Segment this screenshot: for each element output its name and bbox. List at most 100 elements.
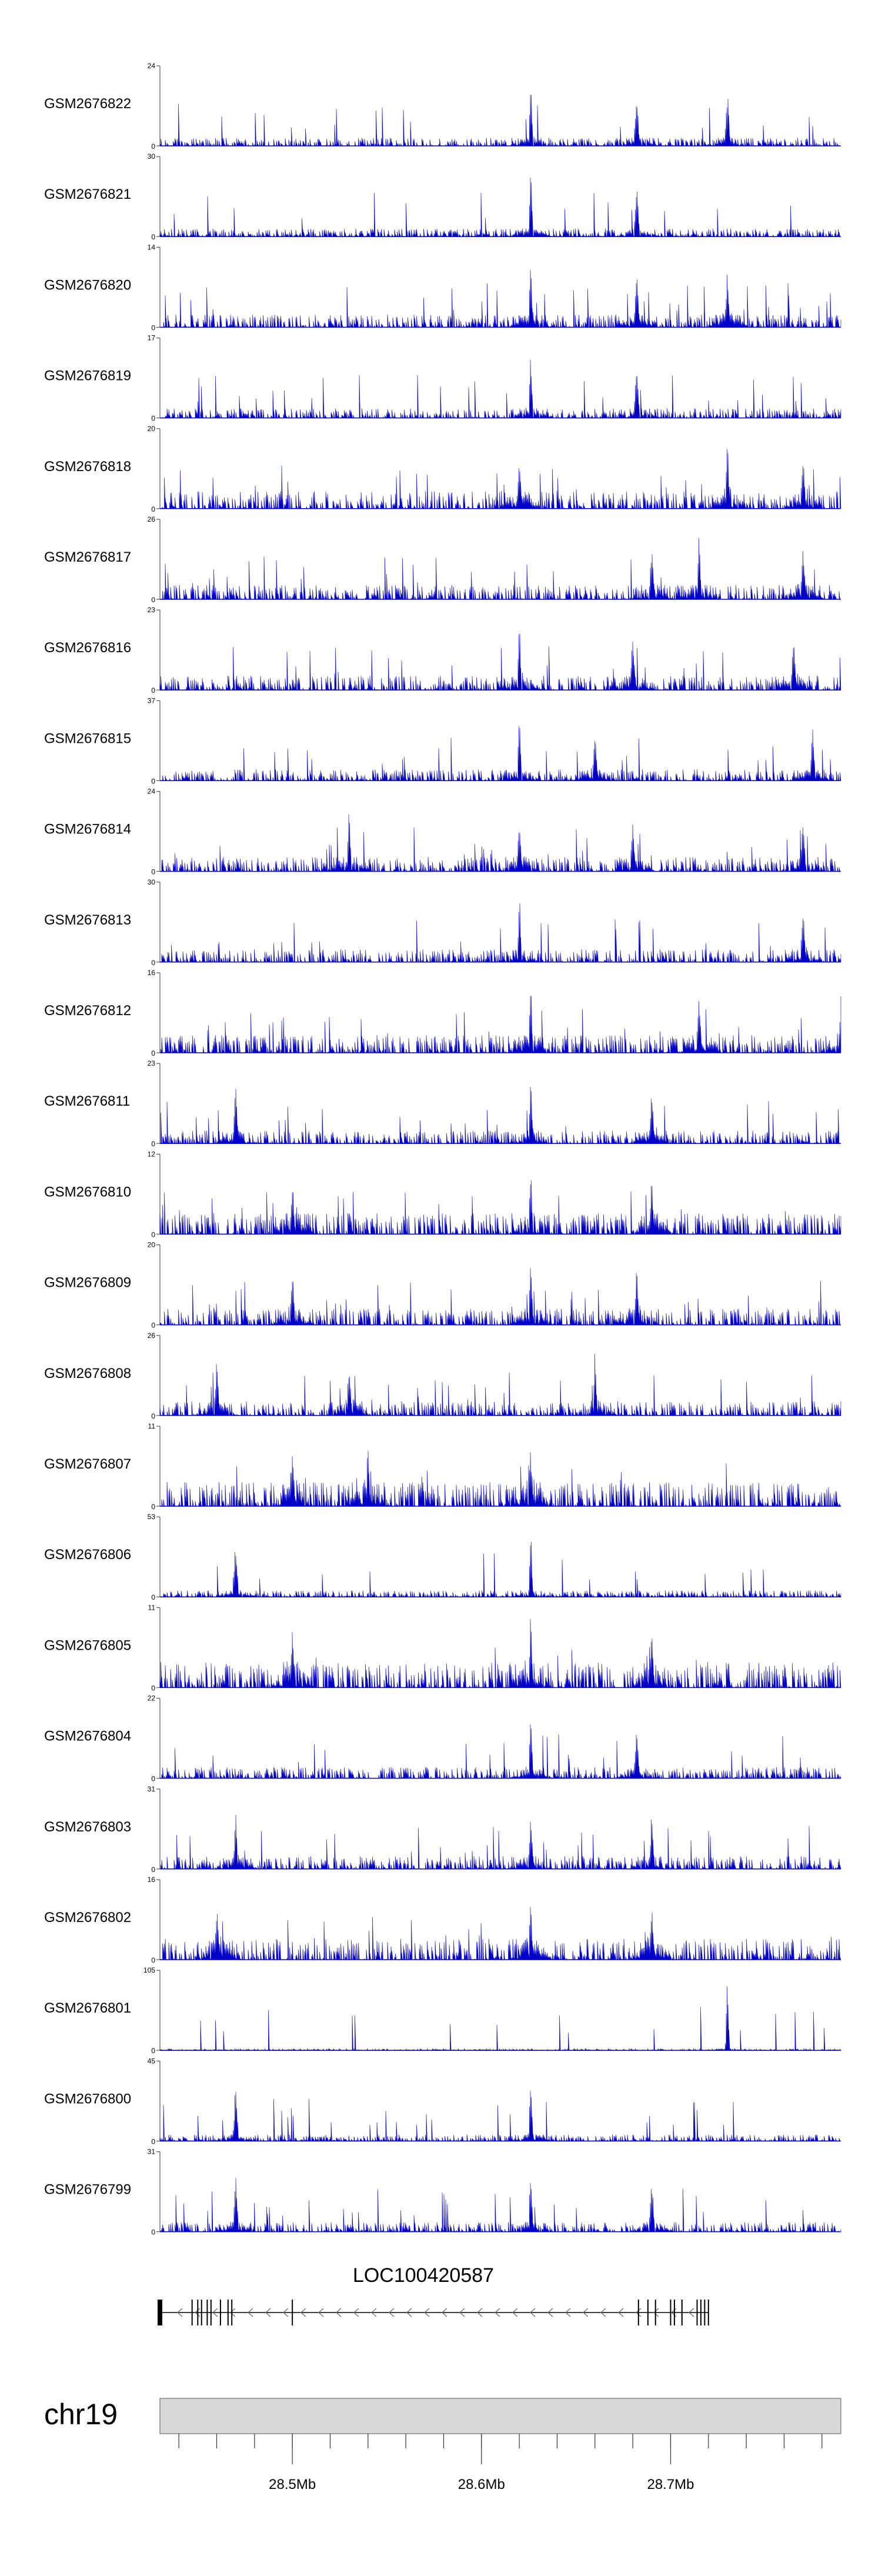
signal-area [159, 1541, 841, 1598]
track-GSM2676815: GSM2676815 37 0 [44, 696, 841, 785]
track-label: GSM2676803 [44, 1819, 131, 1835]
axis-tick-label: 28.5Mb [269, 2477, 316, 2492]
y-max-label: 45 [148, 2057, 156, 2065]
y-min-label: 0 [151, 1230, 155, 1239]
signal-area [160, 2178, 841, 2233]
exon [673, 2300, 675, 2325]
exon [700, 2300, 701, 2325]
track-GSM2676813: GSM2676813 30 0 [44, 878, 841, 967]
signal-area [159, 633, 841, 691]
track-label: GSM2676814 [44, 822, 131, 837]
track-label: GSM2676813 [44, 912, 131, 928]
y-min-label: 0 [151, 142, 155, 151]
track-label: GSM2676809 [44, 1275, 131, 1291]
y-min-label: 0 [151, 505, 155, 513]
signal-area [160, 1907, 841, 1961]
y-max-label: 31 [148, 2148, 156, 2156]
y-min-label: 0 [151, 323, 155, 332]
strand-chevron [442, 2308, 447, 2317]
track-label: GSM2676817 [44, 549, 131, 565]
track-GSM2676802: GSM2676802 16 0 [44, 1876, 841, 1964]
y-min-label: 0 [151, 1684, 155, 1692]
track-GSM2676822: GSM2676822 24 0 [44, 62, 841, 151]
track-label: GSM2676804 [44, 1729, 131, 1744]
exon [231, 2300, 233, 2325]
signal-area [159, 177, 841, 238]
strand-chevron [424, 2308, 430, 2317]
track-GSM2676810: GSM2676810 12 0 [44, 1150, 841, 1239]
y-min-label: 0 [151, 415, 155, 423]
y-min-label: 0 [151, 1322, 155, 1330]
strand-chevron [565, 2308, 571, 2317]
strand-chevron [689, 2308, 694, 2317]
exon [670, 2300, 671, 2325]
track-GSM2676816: GSM2676816 23 0 [44, 606, 841, 695]
strand-chevron [248, 2308, 253, 2317]
signal-area [159, 1450, 841, 1507]
strand-chevron [406, 2308, 412, 2317]
chromosome-ideogram [159, 2398, 841, 2434]
y-max-label: 12 [148, 1150, 156, 1158]
axis-tick-label: 28.6Mb [458, 2477, 505, 2492]
track-GSM2676814: GSM2676814 24 0 [44, 788, 841, 876]
y-min-label: 0 [151, 2228, 155, 2237]
track-label: GSM2676812 [44, 1003, 131, 1019]
track-label: GSM2676805 [44, 1637, 131, 1653]
y-min-label: 0 [151, 1956, 155, 1964]
y-max-label: 11 [148, 1603, 156, 1611]
track-GSM2676803: GSM2676803 31 0 [44, 1785, 841, 1874]
signal-area [160, 814, 841, 872]
exon [654, 2300, 656, 2325]
y-min-label: 0 [151, 2137, 155, 2145]
signal-area [160, 269, 841, 328]
strand-chevron [371, 2308, 377, 2317]
strand-chevron [353, 2308, 359, 2317]
exon [191, 2300, 193, 2325]
axis-tick-label: 28.7Mb [647, 2477, 694, 2492]
track-label: GSM2676820 [44, 277, 131, 293]
y-min-label: 0 [151, 596, 155, 604]
strand-chevron [212, 2308, 218, 2317]
y-min-label: 0 [151, 1049, 155, 1057]
track-label: GSM2676808 [44, 1366, 131, 1382]
y-min-label: 0 [151, 1412, 155, 1420]
track-GSM2676819: GSM2676819 17 0 [44, 334, 841, 423]
y-max-label: 26 [148, 515, 156, 523]
track-label: GSM2676818 [44, 459, 131, 475]
track-GSM2676808: GSM2676808 26 0 [44, 1332, 841, 1420]
y-max-label: 53 [148, 1513, 156, 1521]
exon [647, 2300, 649, 2325]
signal-area [159, 2090, 841, 2142]
y-min-label: 0 [151, 233, 155, 241]
exon [158, 2300, 162, 2325]
track-GSM2676809: GSM2676809 20 0 [44, 1241, 841, 1330]
signal-area [159, 95, 841, 147]
signal-area [160, 903, 841, 963]
strand-chevron [477, 2308, 483, 2317]
strand-chevron [530, 2308, 536, 2317]
y-max-label: 23 [148, 1059, 156, 1067]
gene-name: LOC100420587 [353, 2264, 494, 2287]
strand-chevron [636, 2308, 642, 2317]
y-max-label: 30 [148, 152, 156, 161]
signal-area [160, 538, 841, 600]
track-label: GSM2676799 [44, 2182, 131, 2198]
exon [707, 2300, 709, 2325]
track-GSM2676821: GSM2676821 30 0 [44, 152, 841, 241]
signal-area [159, 1724, 841, 1779]
signal-area [159, 1986, 841, 2051]
strand-chevron [618, 2308, 624, 2317]
track-label: GSM2676816 [44, 640, 131, 656]
track-GSM2676818: GSM2676818 20 0 [44, 425, 841, 513]
y-max-label: 20 [148, 1241, 156, 1249]
y-min-label: 0 [151, 2047, 155, 2055]
track-label: GSM2676800 [44, 2091, 131, 2107]
strand-chevron [283, 2308, 289, 2317]
y-max-label: 31 [148, 1785, 156, 1793]
strand-chevron [265, 2308, 271, 2317]
track-label: GSM2676811 [44, 1093, 130, 1109]
exon [704, 2300, 706, 2325]
exon [696, 2300, 698, 2325]
signal-area [160, 726, 841, 782]
exon [197, 2300, 199, 2325]
